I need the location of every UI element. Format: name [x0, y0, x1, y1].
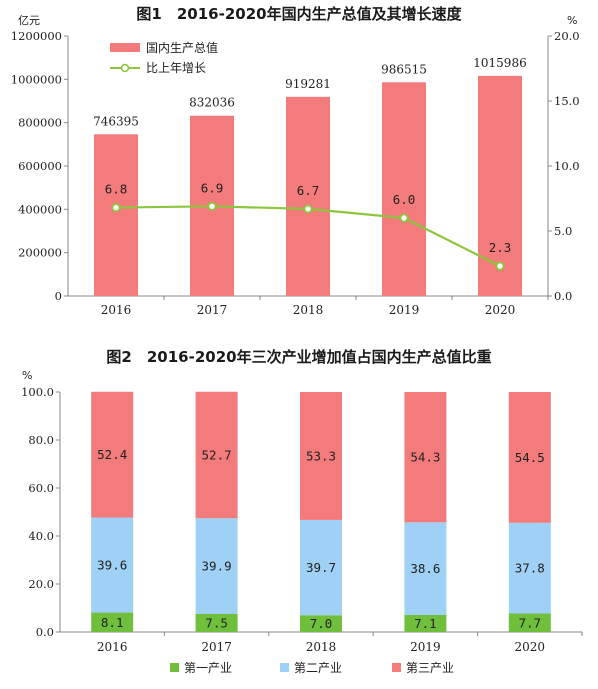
y-tick-label: 40.0: [28, 529, 54, 543]
legend-gdp-swatch: [110, 43, 140, 52]
x-tick-label: 2017: [197, 303, 228, 317]
growth-point-label: 6.0: [393, 192, 416, 207]
share-segment-label: 37.8: [515, 561, 545, 576]
gdp-bar-label: 746395: [93, 114, 139, 128]
chart-title: 图1 2016-2020年国内生产总值及其增长速度: [136, 5, 462, 23]
share-bar-segment: [508, 613, 551, 632]
share-segment-label: 39.6: [97, 558, 127, 573]
share-bar-segment: [300, 392, 342, 520]
share-segment-label: 54.3: [410, 450, 440, 465]
share-bar-segment: [300, 615, 342, 632]
share-segment-label: 53.3: [306, 448, 336, 463]
share-bar-segment: [195, 614, 238, 632]
share-segment-label: 7.1: [414, 616, 437, 631]
x-tick-label: 2019: [410, 640, 441, 654]
share-segment-label: 52.7: [202, 448, 232, 463]
left-tick-label: 200000: [18, 246, 62, 260]
y-tick-label: 0.0: [36, 625, 54, 639]
growth-point-label: 6.8: [105, 182, 128, 197]
growth-point-label: 6.7: [297, 183, 320, 198]
legend-swatch: [170, 663, 179, 672]
gdp-bar-label: 919281: [285, 77, 331, 91]
legend-label: 第三产业: [406, 661, 454, 675]
x-tick-label: 2016: [101, 303, 132, 317]
right-tick-label: 5.0: [554, 224, 572, 238]
legend-label: 第二产业: [294, 661, 342, 675]
left-tick-label: 400000: [18, 202, 62, 216]
share-segment-label: 7.5: [205, 616, 228, 631]
gdp-bar: [382, 82, 426, 296]
share-bar-segment: [195, 518, 238, 614]
share-segment-label: 7.7: [519, 615, 542, 630]
left-tick-label: 600000: [18, 159, 62, 173]
x-tick-label: 2019: [389, 303, 420, 317]
share-segment-label: 54.5: [515, 450, 545, 465]
legend-growth-marker: [120, 63, 130, 73]
x-tick-label: 2020: [485, 303, 516, 317]
growth-point: [303, 204, 313, 214]
share-bar-segment: [91, 612, 134, 632]
right-tick-label: 0.0: [554, 289, 572, 303]
legend-swatch: [280, 663, 289, 672]
legend-swatch: [392, 663, 401, 672]
legend-label: 第一产业: [184, 661, 232, 675]
growth-point: [111, 203, 121, 213]
left-tick-label: 1000000: [11, 72, 62, 86]
x-tick-label: 2018: [293, 303, 324, 317]
y-axis-unit: %: [22, 369, 32, 382]
gdp-bar: [286, 96, 330, 296]
y-tick-label: 20.0: [28, 577, 54, 591]
gdp-bar-label: 1015986: [473, 56, 526, 70]
share-bar-segment: [508, 392, 551, 523]
left-axis-unit: 亿元: [18, 14, 40, 27]
growth-point-label: 2.3: [489, 240, 512, 255]
share-bar-segment: [195, 391, 238, 519]
share-segment-label: 39.9: [202, 559, 232, 574]
share-segment-label: 7.0: [310, 616, 333, 631]
share-segment-label: 52.4: [97, 447, 127, 462]
y-tick-label: 100.0: [21, 385, 54, 399]
right-tick-label: 10.0: [554, 159, 580, 173]
y-tick-label: 80.0: [28, 433, 54, 447]
x-tick-label: 2020: [515, 640, 546, 654]
share-segment-label: 38.6: [410, 561, 440, 576]
left-tick-label: 800000: [18, 116, 62, 130]
share-bar-segment: [404, 522, 447, 615]
share-bar-segment: [91, 391, 134, 518]
gdp-bar-label: 832036: [189, 96, 235, 110]
growth-point: [495, 261, 505, 271]
chart-title: 图2 2016-2020年三次产业增加值占国内生产总值比重: [106, 348, 491, 366]
growth-point-label: 6.9: [201, 180, 224, 195]
y-tick-label: 60.0: [28, 481, 54, 495]
right-tick-label: 20.0: [554, 29, 580, 43]
share-bar-segment: [91, 517, 134, 613]
x-tick-label: 2016: [97, 640, 128, 654]
left-tick-label: 1200000: [11, 29, 62, 43]
right-tick-label: 15.0: [554, 94, 580, 108]
share-bar-segment: [404, 392, 447, 523]
share-segment-label: 8.1: [101, 615, 124, 630]
gdp-bar: [94, 134, 138, 296]
gdp-bar-label: 986515: [381, 62, 427, 76]
left-tick-label: 0: [55, 289, 62, 303]
industry-share-chart: 图2 2016-2020年三次产业增加值占国内生产总值比重% 0.0 20.0 40.…: [21, 348, 583, 675]
growth-point: [399, 213, 409, 223]
share-segment-label: 39.7: [306, 560, 336, 575]
right-axis-unit: %: [567, 14, 577, 27]
legend-gdp-label: 国内生产总值: [146, 40, 218, 55]
share-bar-segment: [404, 614, 447, 632]
x-tick-label: 2018: [306, 640, 337, 654]
legend-growth-label: 比上年增长: [146, 61, 206, 75]
x-tick-label: 2017: [201, 640, 232, 654]
share-bar-segment: [508, 522, 551, 614]
growth-point: [207, 201, 217, 211]
share-bar-segment: [300, 519, 342, 616]
